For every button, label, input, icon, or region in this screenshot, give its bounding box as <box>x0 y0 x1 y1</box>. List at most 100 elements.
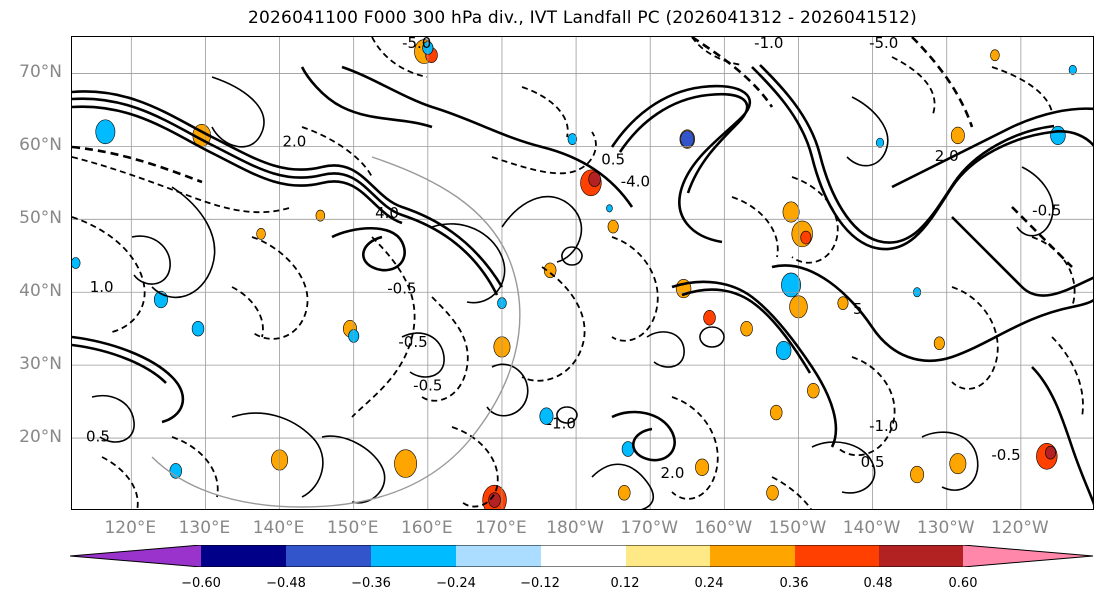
colorbar-swatch <box>286 545 371 567</box>
colorbar-tick-label: 0.48 <box>863 576 893 591</box>
colorbar-swatch <box>710 545 795 567</box>
longitude-label: 180°W <box>546 518 604 538</box>
negative-contours-heavy <box>72 37 1073 268</box>
jet-contour <box>611 410 676 462</box>
jet-contour <box>300 66 433 129</box>
convergence-shaded-area <box>95 119 116 145</box>
jet-contour <box>759 64 1055 244</box>
contour-label: -0.5 <box>387 280 416 298</box>
jet-contour <box>72 343 167 384</box>
jet-contour <box>671 280 838 448</box>
divergence-shaded-area <box>315 209 326 222</box>
positive-contours <box>72 64 1093 506</box>
jet-contour <box>681 288 812 374</box>
colorbar-tick-label: −0.60 <box>181 576 221 591</box>
contour-label: -4.0 <box>621 172 650 190</box>
divergence-shaded-area <box>394 449 418 478</box>
contour-label: -1.0 <box>547 415 576 433</box>
longitude-label: 170°W <box>620 518 679 538</box>
negative-contours <box>72 37 1084 509</box>
jet-contour <box>341 65 634 208</box>
colorbar-swatch <box>541 545 626 567</box>
latitude-label: 50°N <box>19 208 62 229</box>
colorbar-tick-label: 0.24 <box>694 576 724 591</box>
longitude-label: 160°W <box>694 518 753 538</box>
colorbar-swatches <box>70 545 1094 567</box>
contour-label: -5.0 <box>402 37 431 52</box>
colorbar-under-extension <box>70 545 201 567</box>
divergence-shaded-area <box>607 219 619 234</box>
contour-value-labels: -5.0 4.0 -0.5 -0.5 -0.5 0.5 -4.0 2.0 -1.0 -1.0 0.5… <box>86 37 1061 482</box>
longitude-label: 150°E <box>326 518 379 538</box>
divergence-contour-layer <box>72 37 1093 509</box>
colorbar-tick-label: −0.12 <box>520 576 560 591</box>
colorbar-swatch <box>456 545 541 567</box>
divergence-shaded-area <box>770 404 783 421</box>
contour-label: 0.5 <box>861 453 885 471</box>
jet-contour <box>751 66 1093 251</box>
jet-contour <box>72 335 185 424</box>
divergence-shaded-area <box>588 171 601 187</box>
colorbar-tick-label: 0.12 <box>610 576 640 591</box>
jet-contour <box>331 226 406 272</box>
longitude-label: 120°E <box>104 518 157 538</box>
contour-label: -0.5 <box>413 377 442 395</box>
longitude-label: 140°E <box>252 518 305 538</box>
positive-contours-thin <box>91 76 1054 509</box>
colorbar-tick-label: −0.48 <box>266 576 306 591</box>
jet-contour <box>72 105 403 225</box>
contour-label: -0.5 <box>1032 202 1061 220</box>
latitude-label: 60°N <box>19 135 62 156</box>
divergence-shaded-area <box>488 492 501 508</box>
jet-contour <box>72 97 499 296</box>
divergence-shaded-area <box>807 382 820 399</box>
colorbar-tick-label: −0.24 <box>436 576 476 591</box>
colorbar-swatch <box>371 545 456 567</box>
colorbar-outline <box>70 545 1094 567</box>
colorbar <box>70 545 1094 567</box>
divergence-ivt-map[interactable]: -5.0 4.0 -0.5 -0.5 -0.5 0.5 -4.0 2.0 -1.0 -1.0 0.5… <box>72 37 1094 510</box>
jet-contour <box>891 107 1093 189</box>
convergence-shaded-area <box>539 407 554 425</box>
map-gridlines <box>72 37 1093 509</box>
contour-label: -1.0 <box>754 37 783 52</box>
convergence-shaded-area <box>191 320 205 337</box>
longitude-label: 140°W <box>842 518 901 538</box>
colorbar-swatch <box>879 545 963 567</box>
convergence-shaded-area <box>781 272 802 298</box>
contour-label: 1.0 <box>90 278 114 296</box>
longitude-label: 130°W <box>916 518 975 538</box>
divergence-shaded-area <box>910 465 925 484</box>
divergence-shaded-area <box>703 310 716 326</box>
contour-label: -0.5 <box>991 446 1020 464</box>
colorbar-swatch <box>626 545 710 567</box>
divergence-shaded-area <box>949 453 967 475</box>
divergence-shaded-area <box>695 458 710 476</box>
colorbar-tick-label: 0.60 <box>948 576 978 591</box>
divergence-shaded-area <box>256 228 266 240</box>
longitude-label: 170°E <box>475 518 527 538</box>
convergence-shaded-area <box>775 341 792 361</box>
contour-label: -5.0 <box>869 37 898 52</box>
contour-label: 2.0 <box>661 464 685 482</box>
latitude-label: 70°N <box>19 62 62 83</box>
reference-outline <box>151 156 521 508</box>
colorbar-swatch <box>795 545 879 567</box>
jet-contour <box>951 216 1093 297</box>
convergence-shaded-area <box>72 257 81 269</box>
divergence-shaded-area <box>782 201 800 223</box>
map-panel[interactable]: -5.0 4.0 -0.5 -0.5 -0.5 0.5 -4.0 2.0 -1.0 -1.0 0.5… <box>71 36 1094 510</box>
divergence-shaded-area <box>837 296 849 310</box>
latitude-label: 20°N <box>19 427 62 448</box>
jet-contour <box>72 90 504 288</box>
convergence-shaded-area <box>876 137 885 148</box>
contour-label: 0.5 <box>601 151 625 169</box>
divergence-shaded-area <box>740 320 753 337</box>
convergence-shaded-area <box>1068 64 1077 75</box>
jet-contour <box>771 264 1093 362</box>
jet-contour <box>1031 366 1093 506</box>
jet-contour <box>618 92 749 194</box>
convergence-shaded-area <box>680 130 695 148</box>
divergence-shaded-area <box>950 126 965 145</box>
colorbar-tick-label: −0.36 <box>351 576 391 591</box>
